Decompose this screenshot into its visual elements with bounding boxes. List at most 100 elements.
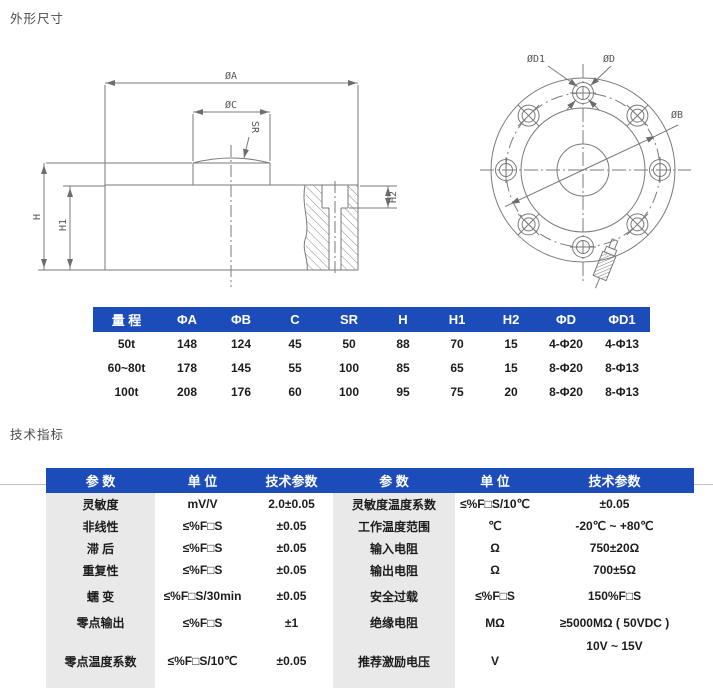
dim-cell: 176 <box>230 385 252 399</box>
dim-cell: 50t <box>117 337 136 351</box>
spec-unit: Ω <box>490 563 500 577</box>
spec-unit: Ω <box>490 541 500 555</box>
spec-param: 滞 后 <box>46 537 155 559</box>
spec-unit: ≤%F□S <box>182 615 223 630</box>
spec-value: 2.0±0.05 <box>268 497 315 511</box>
spec-param: 零点温度系数 <box>46 634 155 688</box>
spec-param: 工作温度范围 <box>333 515 455 537</box>
dim-label-dia-b: ØB <box>671 109 683 121</box>
dimensions-table: 量 程 ΦA ΦB C SR H H1 H2 ΦD ΦD1 50t 148 12… <box>93 307 650 404</box>
dim-cell: 100 <box>338 361 360 375</box>
dim-header-row: 量 程 ΦA ΦB C SR H H1 H2 ΦD ΦD1 <box>93 307 650 332</box>
dim-col-header: ΦA <box>160 307 214 332</box>
spec-unit: ℃ <box>488 519 502 533</box>
spec-unit: mV/V <box>187 497 218 511</box>
dim-cell: 50 <box>342 337 356 351</box>
table-row: 60~80t 178 145 55 100 85 65 15 8-Φ20 8-Φ… <box>93 356 650 380</box>
side-view-drawing: ØA ØC SR H H1 H2 <box>32 70 399 287</box>
table-row: 蠕 变 ≤%F□S/30min ±0.05 安全过载 ≤%F□S 150%F□S <box>46 581 694 611</box>
spec-value: ±0.05 <box>276 563 307 577</box>
dim-col-header: H1 <box>430 307 484 332</box>
dim-col-header: 量 程 <box>93 307 160 332</box>
dim-cell: 100t <box>114 385 139 399</box>
spec-param: 灵敏度 <box>46 493 155 515</box>
dim-cell: 8-Φ20 <box>549 361 583 375</box>
section-title-outline-dimensions: 外形尺寸 <box>10 12 65 26</box>
dim-col-header: H2 <box>484 307 538 332</box>
spec-value: ≥5000MΩ ( 50VDC ) <box>559 615 670 630</box>
spec-unit: ≤%F□S <box>182 541 223 555</box>
dim-col-header: ΦD1 <box>594 307 650 332</box>
spec-unit: ≤%F□S/30min <box>163 589 242 603</box>
dim-cell: 45 <box>288 337 302 351</box>
dim-label-dia-d: ØD <box>603 53 615 65</box>
dim-cell: 8-Φ20 <box>549 385 583 399</box>
spec-value: ±0.05 <box>276 589 307 603</box>
dim-label-h: H <box>32 214 43 220</box>
dim-cell: 124 <box>230 337 252 351</box>
spec-value: ±0.05 <box>599 497 630 511</box>
dim-cell: 8-Φ13 <box>605 385 639 399</box>
spec-value: -20℃ ~ +80℃ <box>575 519 654 533</box>
dim-cell: 75 <box>450 385 464 399</box>
dim-label-dia-a: ØA <box>225 70 237 82</box>
dim-cell: 65 <box>450 361 464 375</box>
dim-cell: 4-Φ20 <box>549 337 583 351</box>
table-row: 50t 148 124 45 50 88 70 15 4-Φ20 4-Φ13 <box>93 332 650 356</box>
spec-header-row: 参 数 单 位 技术参数 参 数 单 位 技术参数 <box>46 468 694 493</box>
table-row: 滞 后 ≤%F□S ±0.05 输入电阻 Ω 750±20Ω <box>46 537 694 559</box>
table-row: 零点温度系数 ≤%F□S/10℃ ±0.05 推荐激励电压 V 10V ~ 15… <box>46 634 694 688</box>
dim-cell: 55 <box>288 361 302 375</box>
spec-value: ±0.05 <box>276 654 307 668</box>
spec-value: 750±20Ω <box>589 541 640 555</box>
spec-value: ±1 <box>284 615 299 630</box>
dim-cell: 148 <box>176 337 198 351</box>
dim-cell: 145 <box>230 361 252 375</box>
dim-col-header: C <box>268 307 322 332</box>
spec-param: 输入电阻 <box>333 537 455 559</box>
dim-cell: 60~80t <box>107 361 146 375</box>
spec-param: 重复性 <box>46 559 155 581</box>
spec-value: ±0.05 <box>276 519 307 533</box>
spec-value: 10V ~ 15V <box>586 639 643 653</box>
table-row: 100t 208 176 60 100 95 75 20 8-Φ20 8-Φ13 <box>93 380 650 404</box>
dim-col-header: ΦB <box>214 307 268 332</box>
dim-col-header: SR <box>322 307 376 332</box>
spec-unit: ≤%F□S <box>182 519 223 533</box>
dim-cell: 8-Φ13 <box>605 361 639 375</box>
dim-cell: 95 <box>396 385 410 399</box>
dim-label-dia-d1: ØD1 <box>527 53 545 65</box>
spec-value: ±0.05 <box>276 541 307 555</box>
dim-cell: 100 <box>338 385 360 399</box>
table-row: 零点输出 ≤%F□S ±1 绝缘电阻 MΩ ≥5000MΩ ( 50VDC ) <box>46 611 694 634</box>
spec-col-header: 单 位 <box>155 468 250 493</box>
spec-unit: ≤%F□S <box>182 563 223 577</box>
spec-value: 150%F□S <box>587 589 642 603</box>
spec-param: 蠕 变 <box>46 581 155 611</box>
spec-param: 零点输出 <box>46 611 155 634</box>
spec-unit: V <box>490 654 499 668</box>
dim-cell: 60 <box>288 385 302 399</box>
spec-col-header: 技术参数 <box>250 468 333 493</box>
dim-label-sr: SR <box>249 121 260 134</box>
spec-param: 输出电阻 <box>333 559 455 581</box>
top-view-drawing: ØD1 ØD ØB <box>480 53 691 289</box>
dim-cell: 70 <box>450 337 464 351</box>
dim-col-header: ΦD <box>538 307 594 332</box>
spec-value: 700±5Ω <box>593 563 636 577</box>
table-row: 非线性 ≤%F□S ±0.05 工作温度范围 ℃ -20℃ ~ +80℃ <box>46 515 694 537</box>
spec-unit: ≤%F□S <box>475 589 515 603</box>
spec-param: 灵敏度温度系数 <box>333 493 455 515</box>
spec-unit: ≤%F□S/10℃ <box>167 654 238 668</box>
dim-label-dia-c: ØC <box>225 99 237 111</box>
dim-cell: 20 <box>504 385 518 399</box>
dim-cell: 85 <box>396 361 410 375</box>
dim-cell: 178 <box>176 361 198 375</box>
dim-cell: 208 <box>176 385 198 399</box>
dim-cell: 4-Φ13 <box>605 337 639 351</box>
dim-cell: 15 <box>504 361 518 375</box>
spec-param: 绝缘电阻 <box>333 611 455 634</box>
spec-col-header: 参 数 <box>333 468 455 493</box>
spec-param: 安全过载 <box>333 581 455 611</box>
